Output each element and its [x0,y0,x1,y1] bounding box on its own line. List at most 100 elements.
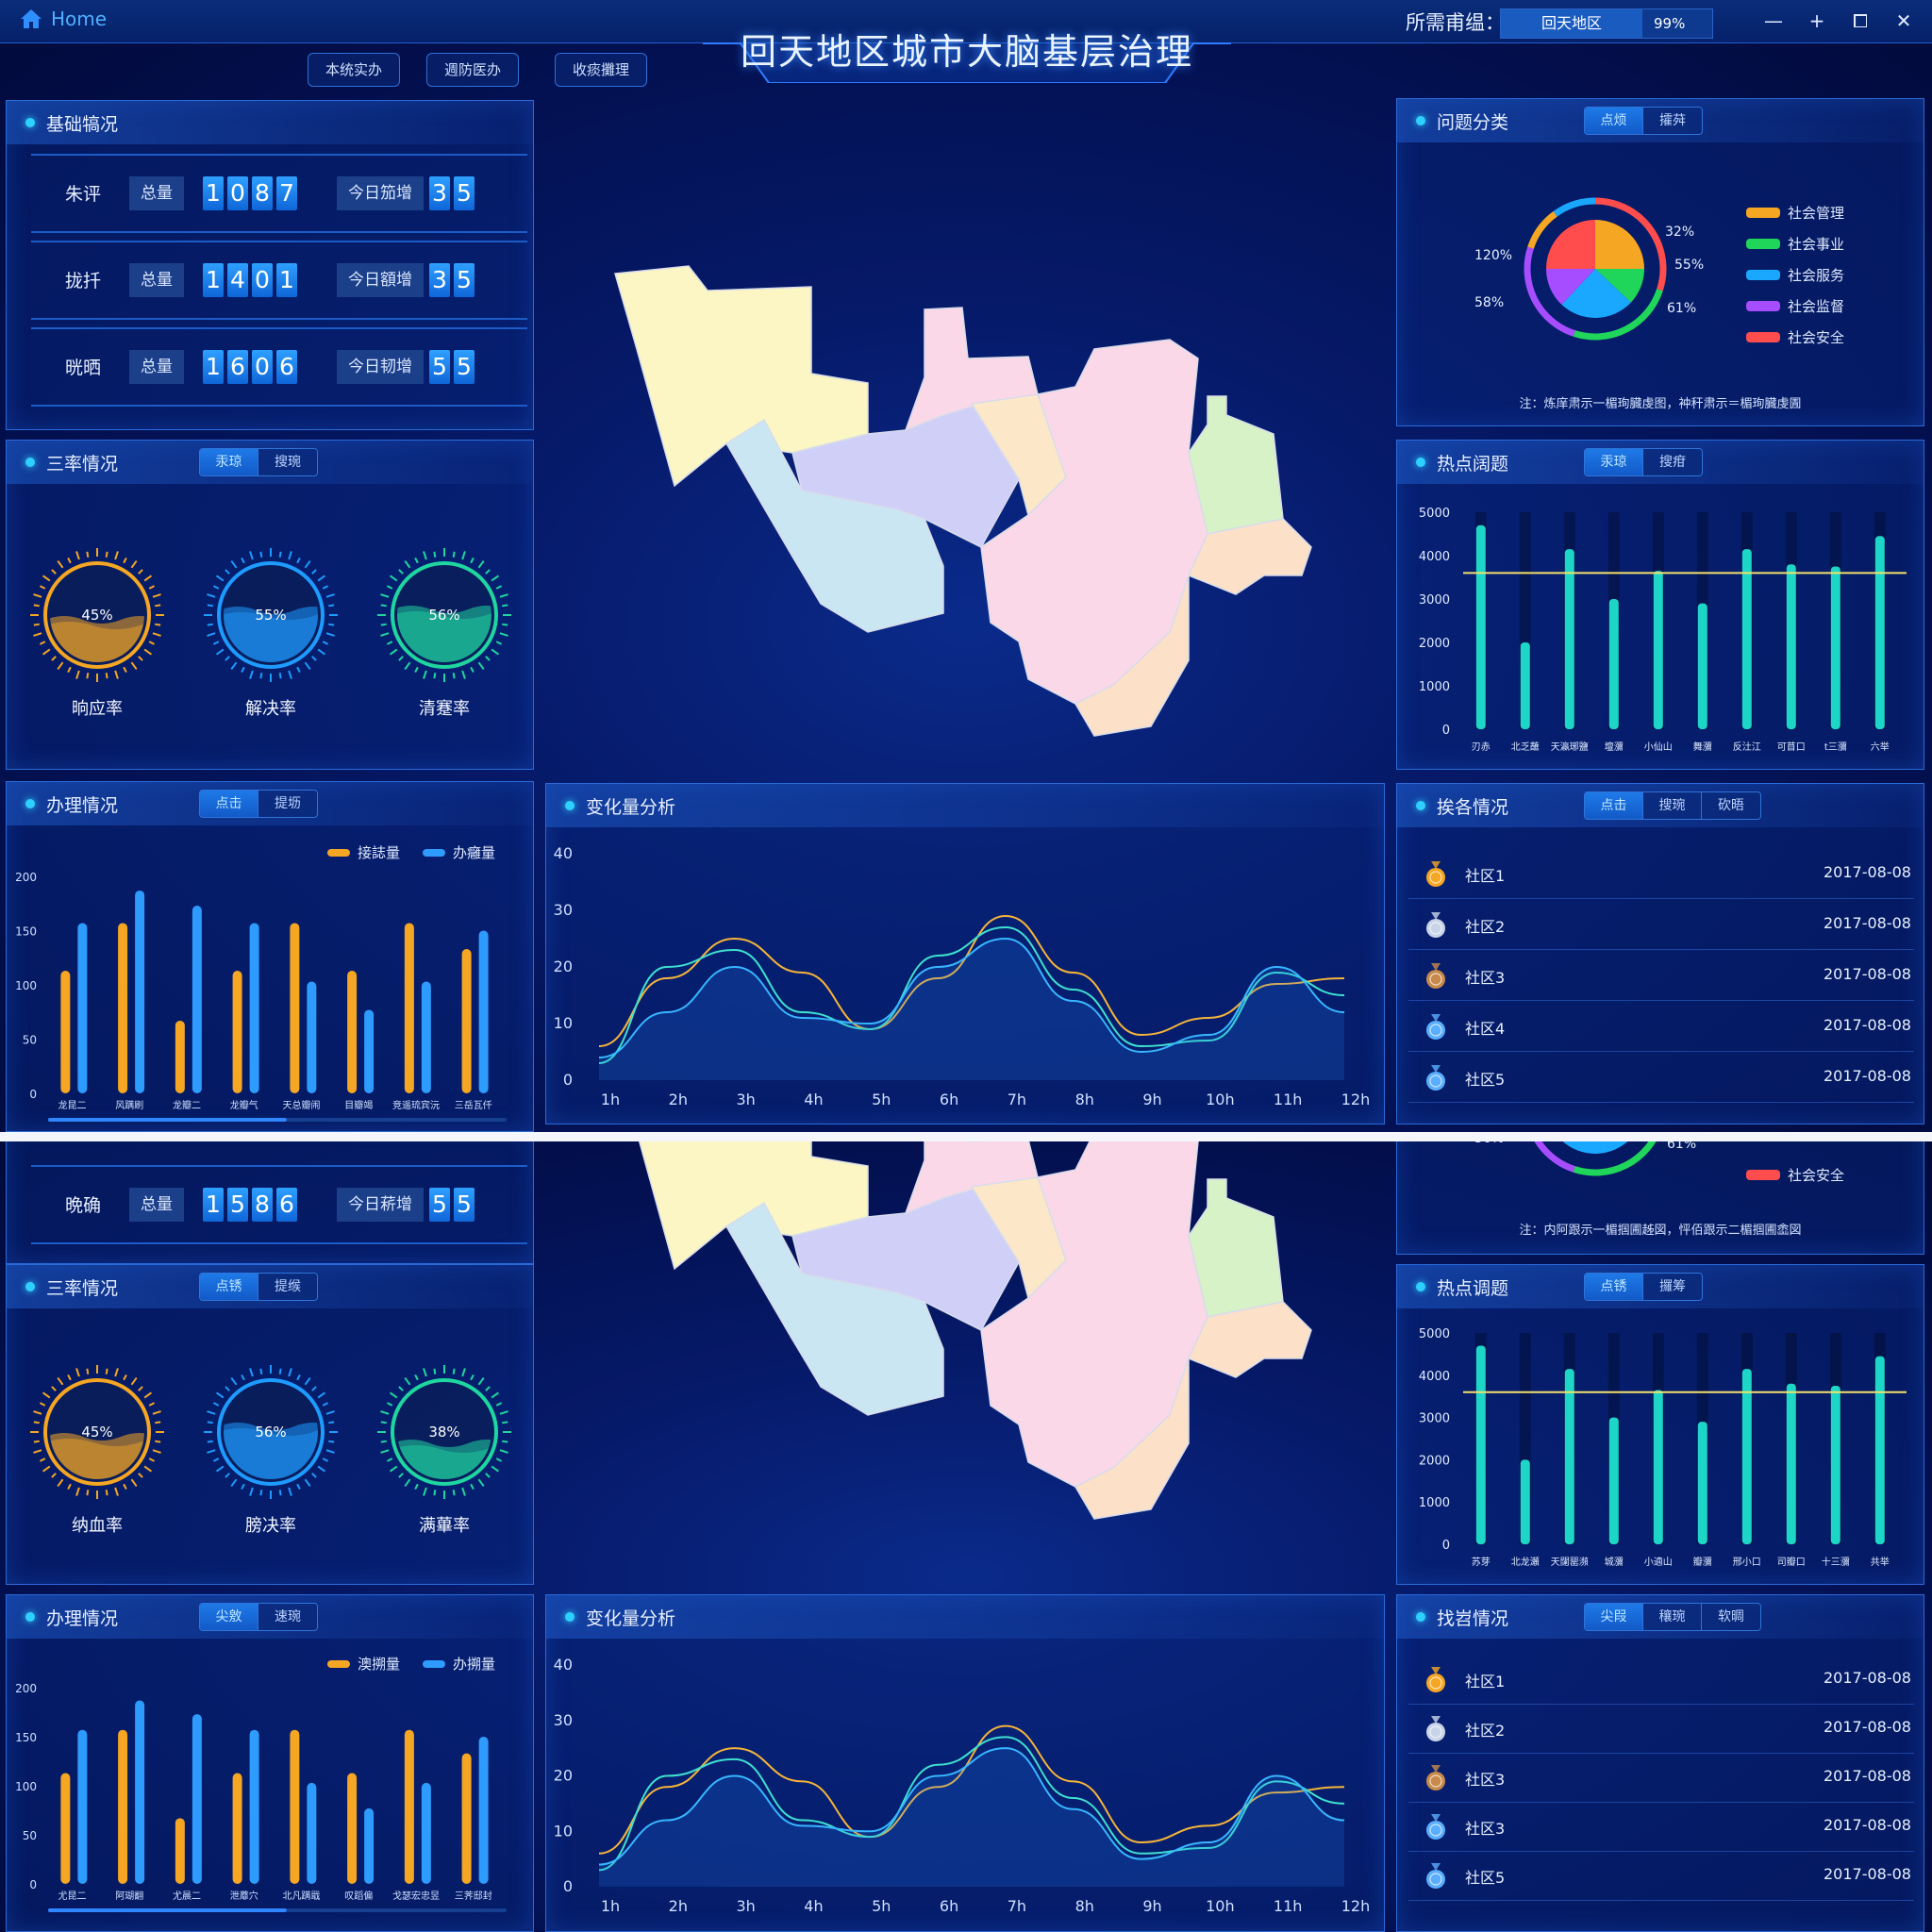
hot-tab-2[interactable]: 攞筹 [1643,1274,1702,1300]
handling-bar[interactable] [421,981,431,1093]
handling-bar[interactable] [347,971,358,1093]
hot-bar[interactable] [1830,566,1840,730]
region-select[interactable]: 回天地区 99% [1500,8,1713,39]
hot-bar[interactable] [1520,1459,1530,1544]
ranking-tab-1[interactable]: 尖叚 [1585,1604,1643,1630]
handling-bar[interactable] [364,1009,375,1093]
map-region[interactable] [724,1201,944,1416]
rates-tab-1[interactable]: 汞琼 [200,449,258,475]
ranking-tab-2[interactable]: 穰琬 [1643,1604,1702,1630]
ranking-row[interactable]: 社区2 2017-08-08 [1408,901,1914,950]
handling-bar[interactable] [249,923,259,1093]
pie-slice[interactable] [1546,220,1595,269]
rates-tab-2[interactable]: 提缑 [258,1274,317,1300]
nav-button-1[interactable]: 本统实办 [308,53,401,87]
handling-bar[interactable] [77,1729,88,1884]
handling-bar[interactable] [77,923,88,1093]
pie-slice[interactable] [1561,1141,1631,1154]
rates-tab-1[interactable]: 点锈 [200,1274,258,1300]
map-region[interactable] [1074,575,1190,737]
handling-bar[interactable] [60,971,71,1093]
hot-bar[interactable] [1475,1345,1486,1544]
handling-tab-2[interactable]: 提坜 [258,791,317,817]
hot-tab-1[interactable]: 汞琼 [1585,449,1643,475]
nav-button-2[interactable]: 週防医办 [426,53,520,87]
hot-bar[interactable] [1830,1386,1840,1544]
handling-bar[interactable] [60,1773,71,1884]
map-region[interactable] [1187,518,1312,595]
hot-bar[interactable] [1874,1356,1885,1544]
hot-bar[interactable] [1786,564,1796,729]
map-region[interactable] [1188,395,1284,535]
handling-bar[interactable] [175,1818,185,1884]
map-region[interactable] [615,1141,869,1271]
home-link[interactable]: Home [19,8,107,30]
ranking-tab-1[interactable]: 点击 [1585,792,1643,819]
pie-slice[interactable] [1595,269,1644,303]
ranking-row[interactable]: 社区4 2017-08-08 [1408,1003,1914,1052]
hot-tab-1[interactable]: 点锈 [1585,1274,1643,1300]
hot-bar[interactable] [1741,549,1752,729]
handling-bar[interactable] [135,890,145,1093]
ranking-row[interactable]: 社区1 2017-08-08 [1408,1656,1914,1705]
hot-bar[interactable] [1520,642,1530,729]
minimize-button[interactable]: — [1764,9,1783,32]
ranking-row[interactable]: 社区3 2017-08-08 [1408,952,1914,1001]
handling-bar[interactable] [404,1729,414,1884]
handling-bar[interactable] [364,1807,375,1884]
ranking-row[interactable]: 社区1 2017-08-08 [1408,850,1914,899]
handling-bar[interactable] [461,1753,472,1884]
map-region[interactable] [791,403,1020,548]
hot-bar[interactable] [1653,571,1663,729]
handling-bar[interactable] [307,1782,317,1884]
ranking-tab-3[interactable]: 砍晤 [1702,792,1760,819]
handling-bar[interactable] [118,1729,128,1884]
close-button[interactable]: ✕ [1895,9,1912,32]
handling-bar[interactable] [249,1729,259,1884]
issues-tab-1[interactable]: 点烦 [1585,108,1643,134]
rates-tab-2[interactable]: 搜琬 [258,449,317,475]
ranking-row[interactable]: 社区5 2017-08-08 [1408,1054,1914,1103]
handling-bar[interactable] [232,1773,242,1884]
ranking-tab-3[interactable]: 软晭 [1702,1604,1760,1630]
hot-bar[interactable] [1697,1422,1707,1544]
handling-bar[interactable] [421,1782,431,1884]
hot-bar[interactable] [1786,1383,1796,1544]
pie-slice[interactable] [1561,269,1631,318]
handling-tab-1[interactable]: 尖敫 [200,1604,258,1630]
map-region[interactable] [614,265,869,488]
map-region[interactable] [1188,1178,1284,1318]
ranking-row[interactable]: 社区2 2017-08-08 [1408,1705,1914,1754]
handling-bar[interactable] [232,971,242,1093]
handling-bar[interactable] [307,981,317,1093]
handling-bar[interactable] [478,930,489,1094]
map-region[interactable] [1074,1357,1190,1520]
hot-bar[interactable] [1564,549,1574,729]
nav-button-3[interactable]: 收痰攤理 [555,53,648,87]
handling-bar[interactable] [461,949,472,1093]
hot-bar[interactable] [1653,1390,1663,1544]
handling-bar[interactable] [290,923,300,1093]
hot-bar[interactable] [1608,1417,1619,1544]
handling-bar[interactable] [192,1714,202,1884]
hot-bar[interactable] [1475,525,1486,729]
ranking-row[interactable]: 社区3 2017-08-08 [1408,1754,1914,1803]
handling-bar[interactable] [192,906,202,1093]
hot-bar[interactable] [1608,599,1619,729]
issues-tab-2[interactable]: 攉荈 [1643,108,1702,134]
handling-bar[interactable] [135,1700,145,1884]
handling-bar[interactable] [404,923,414,1093]
ranking-row[interactable]: 社区5 2017-08-08 [1408,1852,1914,1901]
handling-bar[interactable] [175,1020,185,1093]
hot-bar[interactable] [1564,1369,1574,1544]
map-region[interactable] [791,1186,1020,1331]
hot-bar[interactable] [1741,1369,1752,1544]
add-button[interactable]: + [1808,9,1825,32]
handling-tab-1[interactable]: 点击 [200,791,258,817]
handling-bar[interactable] [290,1729,300,1884]
hot-bar[interactable] [1874,536,1885,729]
pie-slice[interactable] [1595,220,1644,269]
map-region[interactable] [724,418,944,633]
restore-button[interactable]: ⧠ [1853,9,1868,32]
map-region[interactable] [904,1141,1039,1215]
